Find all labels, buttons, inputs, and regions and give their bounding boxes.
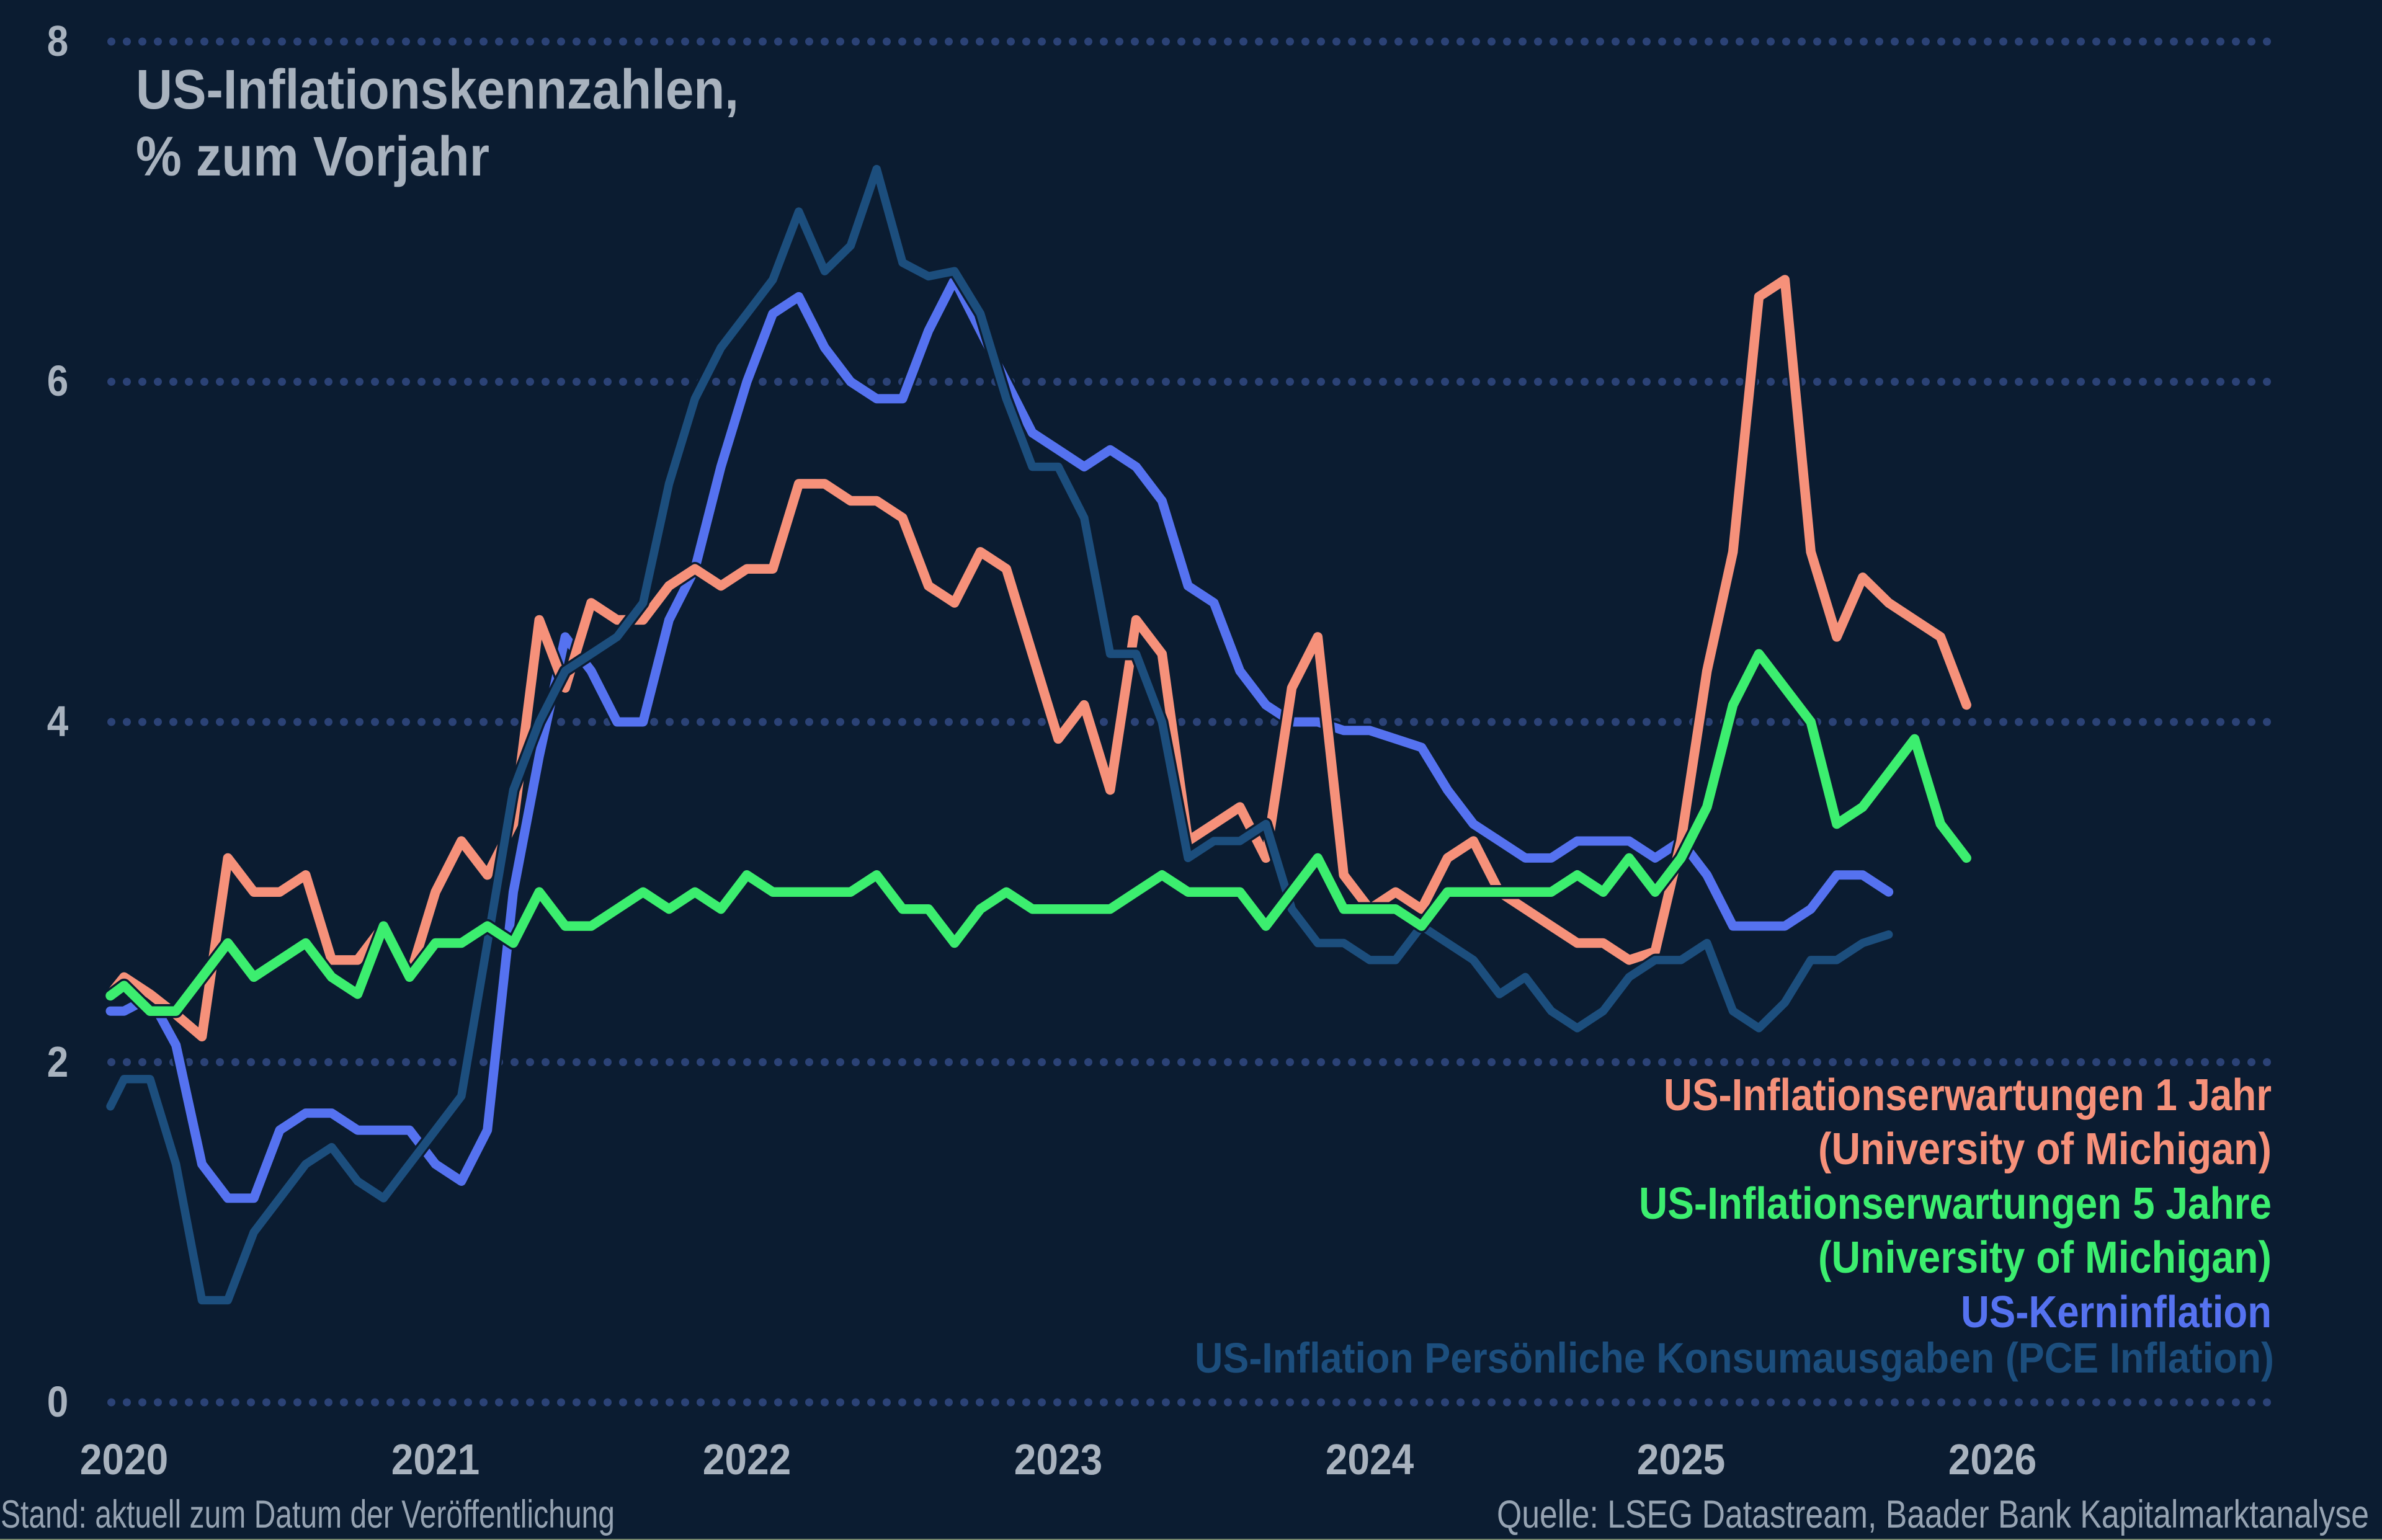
svg-text:Quelle: LSEG Datastream, Baade: Quelle: LSEG Datastream, Baader Bank Kap…: [1497, 1493, 2369, 1536]
svg-text:2025: 2025: [1637, 1435, 1726, 1484]
svg-text:US-Kerninflation: US-Kerninflation: [1961, 1288, 2272, 1337]
svg-text:US-Inflationserwartungen 5 Jah: US-Inflationserwartungen 5 Jahre: [1639, 1179, 2272, 1229]
svg-text:(University of Michigan): (University of Michigan): [1818, 1124, 2272, 1174]
svg-text:US-Inflationskennzahlen,: US-Inflationskennzahlen,: [136, 59, 739, 121]
svg-text:8: 8: [47, 17, 69, 65]
svg-text:2: 2: [47, 1038, 69, 1086]
svg-text:2021: 2021: [391, 1435, 480, 1484]
svg-text:(University of Michigan): (University of Michigan): [1818, 1233, 2272, 1283]
svg-text:% zum Vorjahr: % zum Vorjahr: [136, 126, 489, 188]
svg-text:4: 4: [47, 697, 69, 746]
svg-text:2026: 2026: [1948, 1435, 2037, 1484]
svg-text:2023: 2023: [1014, 1435, 1103, 1484]
svg-text:US-Inflation Persönliche Konsu: US-Inflation Persönliche Konsumausgaben …: [1195, 1334, 2274, 1382]
svg-text:Stand: aktuell zum Datum der V: Stand: aktuell zum Datum der Veröffentli…: [1, 1493, 615, 1536]
svg-text:2024: 2024: [1326, 1435, 1414, 1484]
svg-text:0: 0: [47, 1378, 69, 1426]
svg-text:2022: 2022: [703, 1435, 792, 1484]
svg-text:US-Inflationserwartungen 1 Jah: US-Inflationserwartungen 1 Jahr: [1664, 1070, 2272, 1120]
svg-text:6: 6: [47, 357, 69, 405]
svg-text:2020: 2020: [80, 1435, 169, 1484]
